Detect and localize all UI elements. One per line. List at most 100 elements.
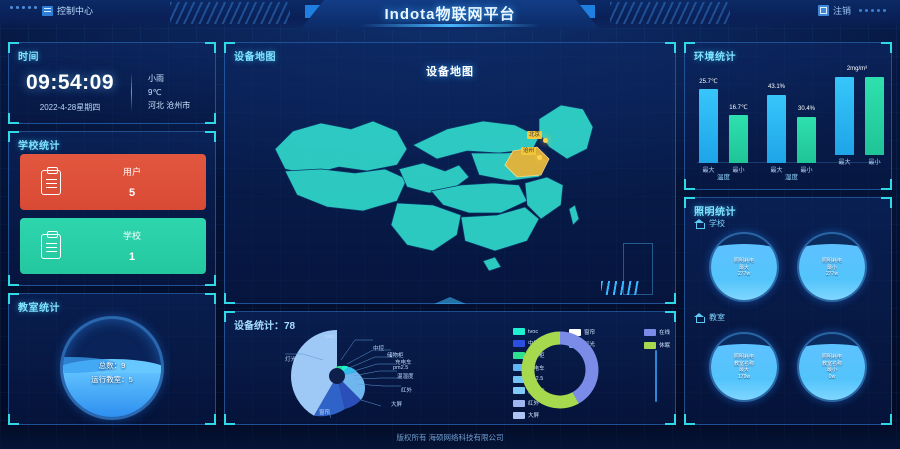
gauge-line-2: 最小 <box>826 264 837 271</box>
legend-swatch <box>643 328 656 336</box>
online-legend: 在线 休眠 <box>643 328 670 354</box>
gauge-line-4: 0w <box>828 373 836 380</box>
legend-scrollbar[interactable] <box>655 350 657 402</box>
stat-card-users[interactable]: 用户 5 <box>20 154 206 210</box>
legend-item[interactable]: 红外 <box>513 399 569 407</box>
weather-block: 小雨 9℃ 河北 沧州市 <box>132 70 215 115</box>
device-rose-chart[interactable] <box>269 324 459 422</box>
lighting-gauge-classroom-max[interactable]: 照明耗电 教室名称 最大 179w <box>709 332 779 402</box>
device-map-panel: 设备地图 设备地图 <box>224 42 676 304</box>
legend-label: 大屏 <box>528 413 540 420</box>
env-bar[interactable]: 最小 <box>865 77 884 166</box>
date-value: 2022-4-28星期四 <box>39 103 101 112</box>
header-slant-left <box>170 2 290 24</box>
pie-label-dengguang: 灯光 <box>285 357 297 363</box>
schools-value: 1 <box>128 251 136 263</box>
weather-location: 河北 沧州市 <box>148 101 191 110</box>
school-panel-title: 学校统计 <box>18 141 60 152</box>
env-bar[interactable]: 30.4% 最小 <box>797 106 816 174</box>
legend-swatch <box>569 328 581 336</box>
env-bar-chart[interactable]: 25.7℃ 最大 16.7℃ 最小 温度 43.1% 最大 30.4% 最小 <box>691 61 887 187</box>
bar-x-label: 最小 <box>800 168 813 174</box>
legend-item[interactable]: 充电车 <box>513 364 569 372</box>
legend-item[interactable]: 大屏 <box>513 411 569 419</box>
environment-stats-panel: 环境统计 25.7℃ 最大 16.7℃ 最小 温度 43.1% 最大 <box>684 42 892 190</box>
group-classroom-label: 教室 <box>709 313 725 322</box>
legend-label: 红外 <box>528 401 540 408</box>
map-marker-dot-2[interactable] <box>537 155 542 160</box>
schools-label: 学校 <box>122 231 141 241</box>
decor-dots-left <box>10 6 37 9</box>
map-marker-dot-1[interactable] <box>543 138 548 143</box>
device-stats-panel: 设备统计：78 <box>224 311 676 425</box>
legend-label: 休眠 <box>658 343 670 349</box>
lighting-group-school: 学校 <box>694 218 725 229</box>
env-group-label-humidity: 湿度 <box>785 174 798 181</box>
legend-label: 窗帘 <box>584 330 596 336</box>
map-marker-label-1: 北京 <box>527 131 543 139</box>
env-bar[interactable]: 25.7℃ 最大 <box>699 79 718 174</box>
bar-value: 25.7℃ <box>699 79 718 85</box>
gauge-line-2: 最大 <box>738 264 749 271</box>
logout-button[interactable]: 注销 <box>817 4 886 17</box>
lighting-gauge-school-max[interactable]: 照明耗电 最大 277w <box>709 232 779 302</box>
legend-swatch <box>643 341 656 349</box>
legend-swatch <box>513 339 525 347</box>
online-donut-chart[interactable] <box>512 322 608 418</box>
classroom-liquid-gauge: 总数：9 运行教室：5 <box>60 316 164 420</box>
pie-label-zhongkong: 中控 <box>373 346 385 352</box>
classroom-panel-title: 教室统计 <box>18 303 60 314</box>
weather-temperature: 9℃ <box>148 87 162 97</box>
time-panel-title: 时间 <box>18 52 39 63</box>
page-footer: 版权所有 海硕网络科技有限公司 <box>0 425 900 449</box>
gauge-fill <box>711 243 777 300</box>
time-panel: 时间 09:54:09 2022-4-28星期四 小雨 9℃ 河北 沧州市 <box>8 42 216 124</box>
page-title: Indota物联网平台 <box>384 6 516 23</box>
gauge-fill <box>799 343 865 400</box>
time-divider <box>131 72 132 112</box>
copyright-text: 版权所有 海硕网络科技有限公司 <box>396 432 504 442</box>
gauge-fill <box>711 343 777 400</box>
light-panel-title: 照明统计 <box>694 207 736 218</box>
env-bar[interactable]: 2mg/m³ 最大 <box>835 66 867 166</box>
legend-label: tvoc <box>528 328 539 335</box>
lighting-gauge-school-min[interactable]: 照明耗电 最小 277w <box>797 232 867 302</box>
gauge-line-3: 277w <box>738 271 750 277</box>
legend-swatch <box>513 328 525 335</box>
env-bar[interactable]: 43.1% 最大 <box>767 84 786 174</box>
china-map[interactable] <box>247 79 655 289</box>
weather-condition: 小雨 <box>148 74 164 83</box>
legend-item-sleep[interactable]: 休眠 <box>643 341 670 349</box>
device-panel-title: 设备统计：78 <box>234 321 296 332</box>
gauge-line-1: 照明耗电 <box>821 354 842 360</box>
legend-label: 充电车 <box>528 365 545 372</box>
bar-x-label: 最大 <box>702 168 715 174</box>
pie-label-hongwai: 红外 <box>401 388 413 394</box>
bar-x-label: 最大 <box>838 160 851 166</box>
pie-label-chuanglian: 窗帘 <box>319 410 331 416</box>
clock-value: 09:54:09 <box>25 71 115 94</box>
school-stats-panel: 学校统计 用户 5 学校 1 <box>8 131 216 286</box>
control-center-button[interactable]: 控制中心 <box>42 4 93 17</box>
gauge-line-3: 277w <box>826 271 838 277</box>
stat-card-schools[interactable]: 学校 1 <box>20 218 206 274</box>
gauge-line-2: 教室名称 <box>821 360 842 367</box>
legend-swatch <box>513 387 525 395</box>
lighting-stats-panel: 照明统计 学校 照明耗电 最大 277w 照明耗电 最小 277w 教室 <box>684 197 892 425</box>
legend-item[interactable]: tvoc <box>513 328 569 335</box>
lighting-gauge-classroom-min[interactable]: 照明耗电 教室名称 最小 0w <box>797 332 867 402</box>
bar-x-label: 最小 <box>868 160 881 166</box>
gauge-line-2: 教室名称 <box>733 360 754 367</box>
legend-swatch <box>513 411 525 419</box>
env-bar[interactable]: 16.7℃ 最小 <box>729 105 748 174</box>
legend-item-online[interactable]: 在线 <box>643 328 670 336</box>
gauge-fill <box>63 357 161 417</box>
gauge-line-3: 最大 <box>738 367 749 373</box>
gauge-line-1: 照明耗电 <box>733 354 754 360</box>
gauge-line-1: 照明耗电 <box>733 258 754 264</box>
school-icon <box>694 219 705 229</box>
pie-label-daping: 大屏 <box>391 402 403 408</box>
env-group-label-temperature: 温度 <box>717 174 730 181</box>
legend-item[interactable]: 窗帘 <box>569 328 625 336</box>
online-status-panel: 在线 休眠 <box>506 318 676 422</box>
